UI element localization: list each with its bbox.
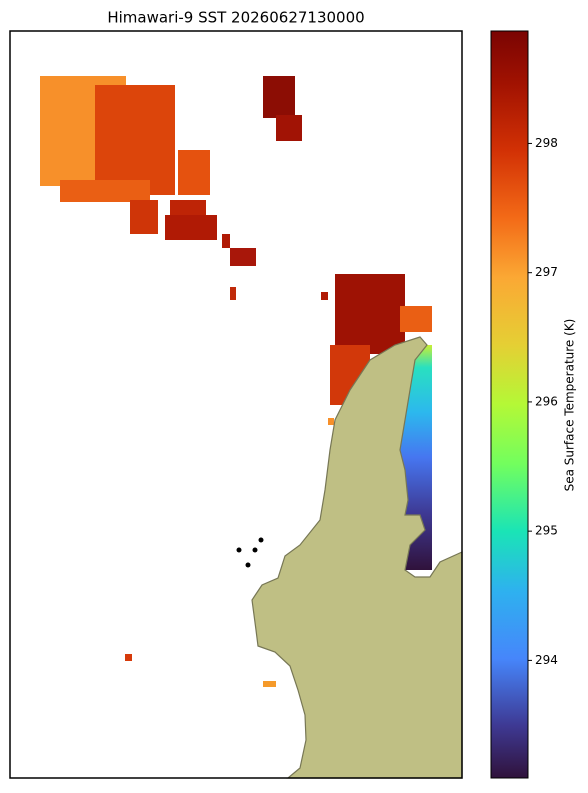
sst-patch <box>130 200 158 234</box>
chart-title: Himawari-9 SST 20260627130000 <box>107 9 364 27</box>
colorbar-tick-label: 298 <box>535 136 558 150</box>
sst-patch <box>328 418 334 425</box>
colorbar-label: Sea Surface Temperature (K) <box>563 319 577 492</box>
colorbar-tick-label: 297 <box>535 265 558 279</box>
colorbar-tick-label: 296 <box>535 394 558 408</box>
colorbar <box>490 30 529 779</box>
sst-patch <box>335 274 405 354</box>
island <box>258 537 264 543</box>
sst-patch <box>230 287 236 300</box>
island <box>236 547 242 553</box>
sst-patch <box>321 292 328 300</box>
map <box>9 30 463 779</box>
sst-patch <box>165 215 217 240</box>
island <box>245 562 251 568</box>
island <box>252 547 258 553</box>
sst-patch <box>125 654 132 661</box>
sst-patch <box>263 681 276 687</box>
sst-patch <box>263 76 295 118</box>
sst-patch <box>95 85 175 195</box>
sst-patch <box>222 234 230 248</box>
sst-patch <box>230 248 256 266</box>
sst-patch <box>276 115 302 141</box>
colorbar-tick-label: 295 <box>535 524 558 538</box>
land <box>251 336 463 779</box>
sst-patch <box>60 180 150 202</box>
colorbar-tick-label: 294 <box>535 653 558 667</box>
map-frame <box>9 30 463 779</box>
sst-patch <box>178 150 210 195</box>
sst-patch <box>400 306 432 332</box>
